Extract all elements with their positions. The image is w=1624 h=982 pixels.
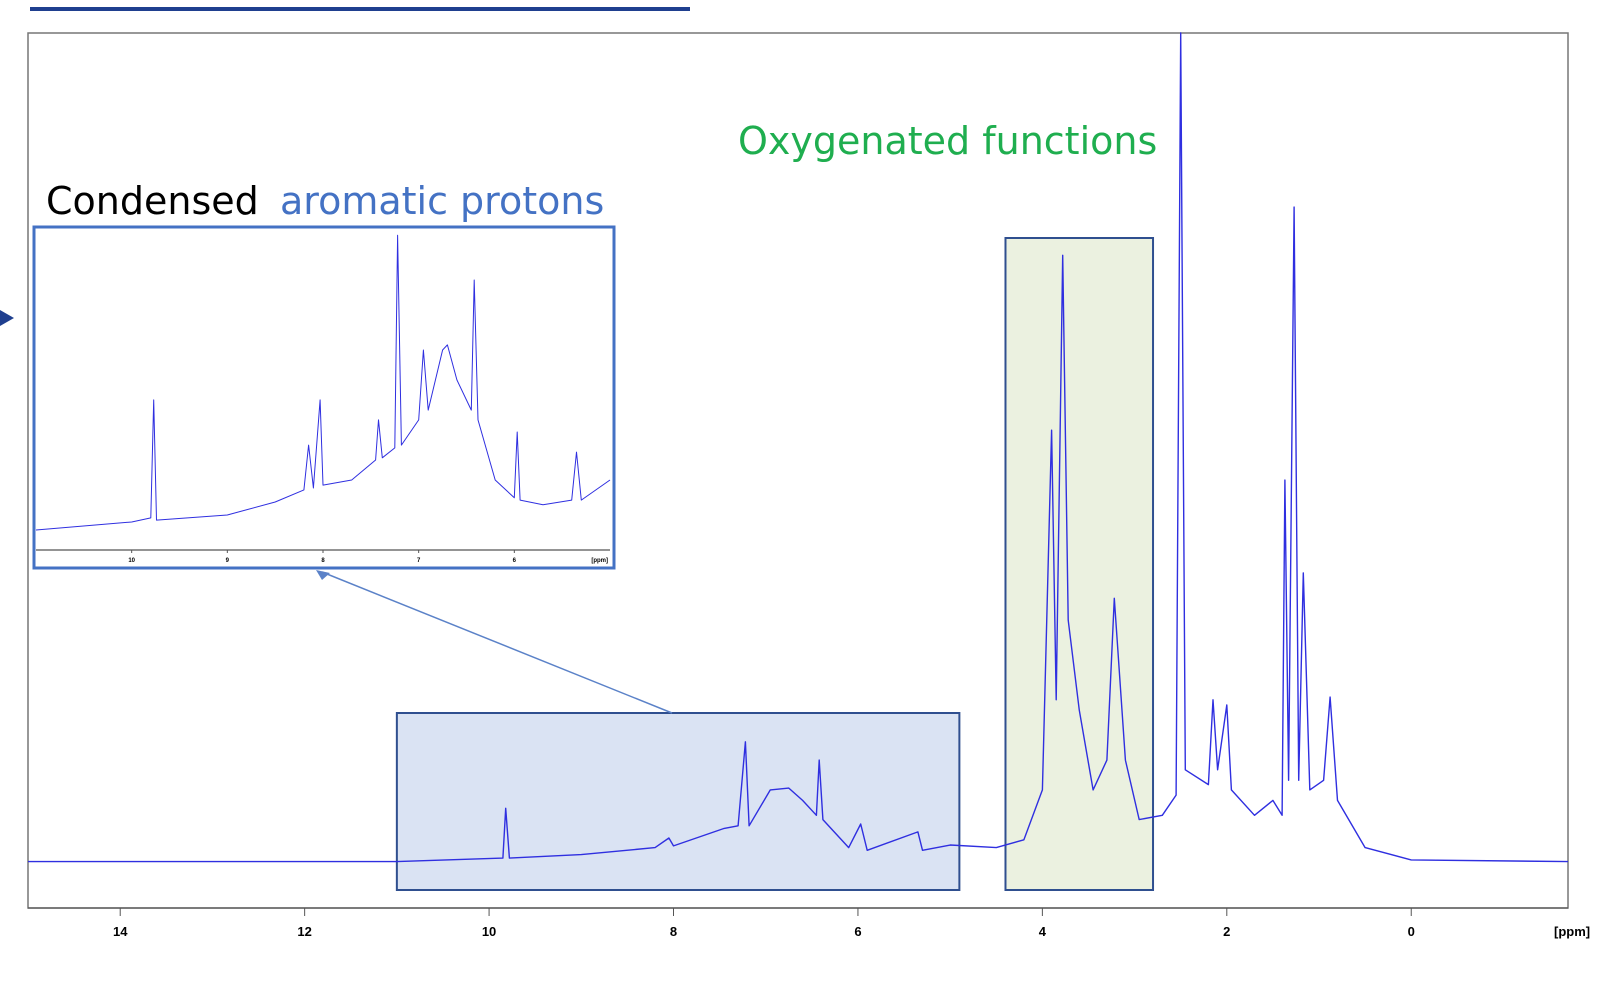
spectrum-line [35,234,611,531]
x-axis-label: [ppm] [1554,924,1590,939]
x-tick-label: 0 [1408,924,1415,939]
x-tick-label: 6 [513,558,517,564]
inset-plot: 10 9 8 7 6 [ppm] [35,234,611,564]
x-tick-label: 7 [417,558,421,564]
x-tick-label: 14 [113,924,128,939]
x-tick-label: 4 [1039,924,1047,939]
x-tick-label: 10 [482,924,496,939]
inset-frame [32,225,616,570]
x-axis-label: [ppm] [591,558,608,564]
highlight-region [395,712,961,891]
annotation: Oxygenated functions [738,119,1157,163]
annotation: aromatic protons [280,179,604,223]
x-tick-label: 8 [670,924,677,939]
x-tick-label: 12 [297,924,311,939]
zoom-connector [321,571,673,714]
annotation: Condensed [46,179,259,223]
x-tick-label: 6 [854,924,861,939]
x-tick-label: 2 [1223,924,1230,939]
pointer-arrow [0,310,14,326]
highlight-region [1004,237,1155,891]
zoom-arrowhead [316,570,330,580]
x-tick-label: 10 [128,558,135,564]
x-tick-label: 8 [321,558,325,564]
x-tick-label: 9 [226,558,230,564]
main-plot: 14 12 10 8 6 4 2 0 [ppm] [27,32,1590,939]
spectrum-line [28,32,1569,863]
